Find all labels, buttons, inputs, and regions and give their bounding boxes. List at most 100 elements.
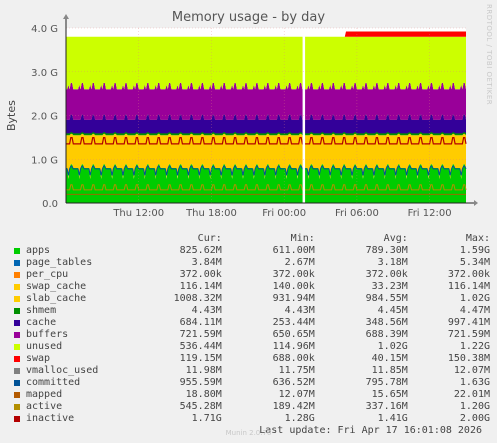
legend: Cur: Min: Avg: Max: apps 825.62M 611.00M 78…: [12, 233, 490, 436]
legend-row-shmem: shmem 4.43M 4.43M 4.45M 4.47M: [12, 305, 490, 317]
legend-max: 1.02G: [459, 293, 490, 304]
legend-avg: 984.55M: [365, 293, 408, 304]
line-committed: [66, 165, 467, 176]
y-tick-label: 1.0 G: [31, 155, 58, 166]
legend-avg: 33.23M: [371, 281, 408, 292]
last-update: Last update: Fri Apr 17 16:01:08 2026: [259, 425, 482, 436]
memory-chart: 0.0 1.0 G 2.0 G 3.0 G 4.0 G Thu 12:00 Thu 18:0…: [31, 14, 478, 219]
legend-name: vmalloc_used: [26, 365, 99, 376]
x-tick-label: Fri 06:00: [335, 208, 379, 219]
legend-name: shmem: [26, 305, 57, 316]
legend-name: inactive: [26, 413, 75, 424]
legend-avg: 40.15M: [371, 353, 408, 364]
legend-swatch: [14, 368, 20, 374]
legend-min: 650.65M: [272, 329, 315, 340]
legend-max: 22.01M: [453, 389, 490, 400]
legend-min: 140.00k: [272, 281, 315, 292]
legend-swatch: [14, 416, 20, 422]
legend-name: page_tables: [26, 257, 93, 268]
legend-row-committed: committed 955.59M 636.52M 795.78M 1.63G: [12, 377, 490, 389]
legend-max: 5.34M: [459, 257, 490, 268]
legend-header-min: Min:: [290, 233, 315, 244]
legend-avg: 688.39M: [365, 329, 408, 340]
y-tick-label: 2.0 G: [31, 112, 58, 123]
legend-swatch: [14, 392, 20, 398]
legend-max: 1.20G: [459, 401, 490, 412]
legend-cur: 536.44M: [179, 341, 222, 352]
legend-header-cur: Cur:: [197, 233, 222, 244]
legend-swatch: [14, 248, 20, 254]
legend-swatch: [14, 320, 20, 326]
legend-min: 611.00M: [272, 245, 315, 256]
legend-row-buffers: buffers 721.59M 650.65M 688.39M 721.59M: [12, 329, 490, 341]
legend-swatch: [14, 344, 20, 350]
munin-brand: Munin 2.0.76: [225, 429, 272, 437]
legend-min: 253.44M: [272, 317, 315, 328]
legend-avg: 789.30M: [365, 245, 408, 256]
legend-max: 1.63G: [459, 377, 490, 388]
legend-header-avg: Avg:: [383, 233, 408, 244]
legend-cur: 1.71G: [191, 413, 222, 424]
legend-min: 636.52M: [272, 377, 315, 388]
y-tick-label: 4.0 G: [31, 24, 58, 35]
legend-max: 116.14M: [447, 281, 490, 292]
legend-swatch: [14, 260, 20, 266]
legend-row-slab-cache: slab_cache 1008.32M 931.94M 984.55M 1.02G: [12, 293, 490, 305]
legend-min: 12.07M: [278, 389, 315, 400]
legend-min: 189.42M: [272, 401, 315, 412]
area-buffers: [66, 82, 466, 120]
legend-max: 721.59M: [447, 329, 490, 340]
legend-name: apps: [26, 245, 51, 256]
legend-max: 997.41M: [447, 317, 490, 328]
rrdtool-credit: RRDTOOL / TOBI OETIKER: [485, 4, 493, 106]
legend-max: 12.07M: [453, 365, 490, 376]
legend-rows: apps 825.62M 611.00M 789.30M 1.59G page_table…: [12, 245, 490, 425]
legend-max: 1.59G: [459, 245, 490, 256]
legend-header-max: Max:: [465, 233, 490, 244]
legend-cur: 545.28M: [179, 401, 222, 412]
legend-min: 688.00k: [272, 353, 315, 364]
legend-row-page-tables: page_tables 3.84M 2.67M 3.18M 5.34M: [12, 257, 490, 269]
legend-header: Cur: Min: Avg: Max:: [12, 233, 490, 245]
legend-cur: 4.43M: [191, 305, 222, 316]
line-inactive: [66, 137, 467, 145]
legend-row-mapped: mapped 18.80M 12.07M 15.65M 22.01M: [12, 389, 490, 401]
y-tick-label: 3.0 G: [31, 68, 58, 79]
legend-name: swap: [26, 353, 51, 364]
legend-min: 4.43M: [284, 305, 315, 316]
x-tick-label: Fri 12:00: [408, 208, 452, 219]
legend-name: per_cpu: [26, 269, 69, 280]
legend-min: 931.94M: [272, 293, 315, 304]
legend-swatch: [14, 380, 20, 386]
x-tick-label: Thu 18:00: [185, 208, 237, 219]
legend-swatch: [14, 272, 20, 278]
x-axis-arrow: [474, 200, 478, 206]
legend-max: 372.00k: [447, 269, 490, 280]
x-tick-label: Fri 00:00: [262, 208, 306, 219]
area-unused: [66, 36, 466, 90]
legend-row-per-cpu: per_cpu 372.00k 372.00k 372.00k 372.00k: [12, 269, 490, 281]
legend-min: 11.75M: [278, 365, 315, 376]
legend-cur: 11.98M: [185, 365, 222, 376]
legend-min: 1.28G: [284, 413, 315, 424]
legend-name: mapped: [26, 389, 63, 400]
legend-max: 2.00G: [459, 413, 490, 424]
legend-name: active: [26, 401, 63, 412]
legend-swatch: [14, 284, 20, 290]
legend-min: 372.00k: [272, 269, 315, 280]
line-active: [66, 184, 467, 191]
legend-max: 1.22G: [459, 341, 490, 352]
legend-cur: 372.00k: [179, 269, 222, 280]
legend-min: 2.67M: [284, 257, 315, 268]
legend-cur: 3.84M: [191, 257, 222, 268]
legend-avg: 348.56M: [365, 317, 408, 328]
y-axis-arrow: [63, 14, 69, 19]
area-swap: [66, 31, 466, 37]
area-slab-cache: [66, 133, 466, 179]
legend-avg: 372.00k: [365, 269, 408, 280]
y-tick-label: 0.0: [42, 199, 58, 210]
legend-cur: 1008.32M: [173, 293, 222, 304]
legend-cur: 116.14M: [179, 281, 222, 292]
legend-name: committed: [26, 377, 81, 388]
legend-cur: 119.15M: [179, 353, 222, 364]
